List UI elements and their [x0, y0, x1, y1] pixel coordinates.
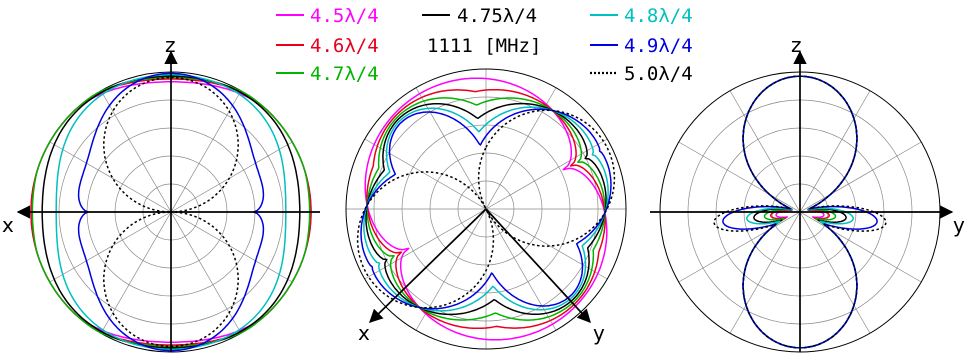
- curve-4.75λ/4: [365, 102, 607, 316]
- legend-label: 4.5λ/4: [310, 5, 379, 27]
- polar-plot-oblique: x y: [345, 68, 627, 350]
- legend-label: 5.0λ/4: [624, 63, 693, 85]
- curve-4.9λ/4: [360, 108, 612, 310]
- legend-entry-4-75: 4.75λ/4: [422, 5, 537, 27]
- legend-entry-5-0: 5.0λ/4: [590, 63, 693, 85]
- curve-4.7λ/4: [366, 97, 606, 321]
- legend-label: 4.9λ/4: [624, 35, 693, 57]
- legend-entry-4-5: 4.5λ/4: [276, 5, 379, 27]
- legend-label: 4.6λ/4: [310, 35, 379, 57]
- x-axis-label: x: [2, 213, 14, 237]
- x-axis: [369, 208, 487, 323]
- y-axis-label: y: [593, 321, 605, 345]
- y-axis: [485, 208, 591, 324]
- y-axis-label: y: [953, 213, 965, 237]
- curve-5.0λ/4: [356, 109, 616, 309]
- pattern-curves: [356, 77, 616, 341]
- curve-4.5λ/4: [364, 77, 608, 341]
- polar-plot-xz: x z: [2, 33, 320, 353]
- curve-4.6λ/4: [366, 88, 606, 330]
- plot-boundary: [345, 68, 627, 350]
- legend-label: 4.75λ/4: [457, 5, 537, 27]
- z-axis-label: z: [165, 33, 176, 57]
- legend: 4.5λ/4 4.6λ/4 4.7λ/4 4.75λ/4 1111 [MHz] …: [276, 5, 693, 85]
- legend-entry-4-7: 4.7λ/4: [276, 63, 379, 85]
- legend-entry-4-6: 4.6λ/4: [276, 35, 379, 57]
- legend-entry-4-8: 4.8λ/4: [590, 5, 693, 27]
- x-axis-label: x: [358, 321, 370, 345]
- z-axis-label: z: [791, 33, 802, 57]
- legend-entry-4-9: 4.9λ/4: [590, 35, 693, 57]
- legend-frequency: 1111 [MHz]: [427, 35, 541, 57]
- legend-label: 4.8λ/4: [624, 5, 693, 27]
- legend-label: 4.7λ/4: [310, 63, 379, 85]
- polar-plot-yz: y z: [650, 33, 965, 353]
- curve-4.8λ/4: [363, 106, 609, 312]
